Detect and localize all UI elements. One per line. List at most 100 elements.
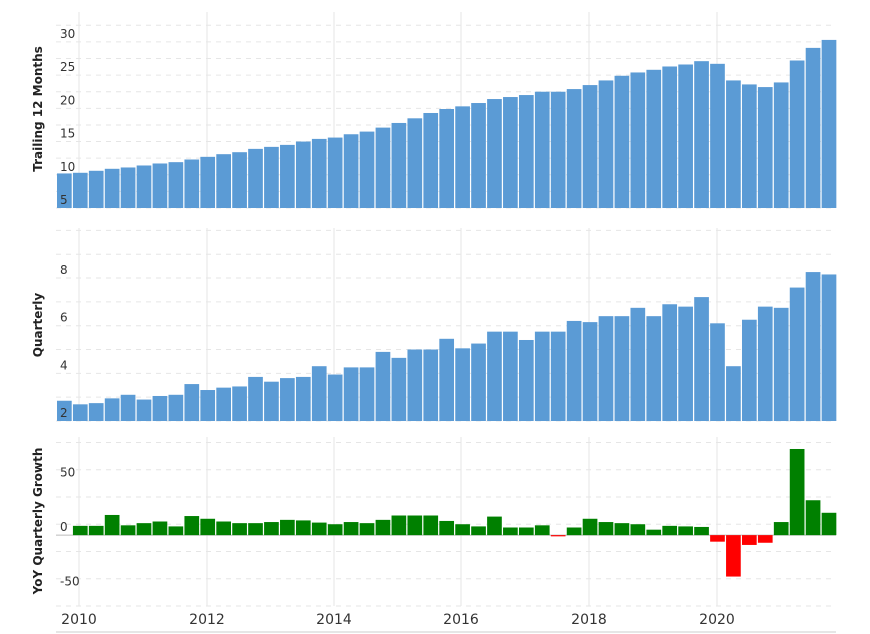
bar-2013-Q3 (280, 378, 295, 421)
bar-2015-Q4 (423, 349, 439, 421)
bar-2019-Q4 (678, 64, 693, 209)
bar-2010-Q1 (57, 173, 72, 208)
bar-2017-Q4 (550, 91, 566, 208)
bar-2012-Q4 (232, 523, 247, 536)
bar-2016-Q1 (439, 338, 455, 421)
bar-2021-Q3 (789, 448, 805, 536)
bar-2012-Q4 (232, 386, 247, 421)
bar-2018-Q1 (566, 89, 582, 208)
bar-2021-Q4 (805, 272, 821, 421)
y-tick-label: 4 (60, 358, 68, 372)
bar-2019-Q1 (630, 307, 646, 421)
bar-2010-Q3 (88, 403, 104, 421)
y-tick-label: 20 (60, 93, 75, 107)
bar-2021-Q1 (757, 306, 773, 421)
bar-2018-Q3 (598, 80, 614, 208)
x-tick-label: 2016 (443, 612, 479, 628)
bar-2015-Q3 (407, 515, 423, 536)
bar-2017-Q4 (550, 535, 566, 537)
bar-2019-Q4 (678, 306, 693, 421)
bar-2013-Q4 (295, 520, 311, 536)
bar-2021-Q3 (789, 60, 805, 208)
bar-2020-Q1 (694, 526, 709, 536)
bar-2018-Q3 (598, 316, 614, 421)
bar-2018-Q4 (614, 316, 630, 421)
y-axis-label-yoy-quarterly-growth: YoY Quarterly Growth (31, 448, 45, 596)
bar-2020-Q1 (694, 297, 709, 421)
bar-2017-Q3 (534, 331, 550, 421)
bar-2021-Q2 (773, 522, 789, 536)
bar-2015-Q3 (407, 118, 423, 208)
x-tick-label: 2012 (189, 612, 225, 628)
bar-2019-Q1 (630, 72, 646, 209)
bar-2011-Q3 (152, 395, 168, 421)
bar-2012-Q1 (184, 516, 200, 536)
bar-2022-Q1 (821, 274, 837, 421)
bar-2013-Q2 (264, 146, 279, 208)
bar-2014-Q1 (311, 138, 327, 208)
bar-2021-Q2 (773, 307, 789, 421)
panel-quarterly: 2 4 6 8 Quarterly (31, 228, 837, 422)
bar-2018-Q1 (566, 527, 582, 536)
bar-2021-Q2 (773, 82, 789, 208)
bar-2018-Q2 (582, 518, 598, 536)
bar-2021-Q4 (805, 500, 821, 536)
bar-2021-Q3 (789, 287, 805, 421)
bar-2012-Q3 (216, 387, 231, 421)
bar-2022-Q1 (821, 39, 837, 208)
bar-2021-Q1 (757, 87, 773, 208)
bar-2017-Q2 (518, 527, 534, 536)
bar-2020-Q3 (726, 80, 741, 208)
bar-2016-Q2 (455, 106, 470, 208)
x-tick-label: 2010 (61, 612, 97, 628)
x-axis: 2010 2012 2014 2016 2018 2020 (56, 612, 836, 633)
bar-2016-Q2 (455, 524, 470, 536)
bar-2021-Q1 (757, 535, 773, 543)
bar-2015-Q4 (423, 112, 439, 208)
bar-2012-Q4 (232, 152, 247, 208)
bar-2020-Q2 (710, 535, 725, 542)
y-tick-label: 25 (60, 60, 75, 74)
bar-2011-Q3 (152, 163, 168, 208)
bar-2014-Q1 (311, 522, 327, 536)
bar-2017-Q2 (518, 95, 534, 208)
bar-2016-Q3 (471, 526, 486, 536)
bar-2011-Q4 (168, 394, 184, 421)
y-tick-label: 0 (60, 520, 68, 534)
bar-2014-Q4 (359, 131, 375, 208)
bar-2015-Q2 (391, 357, 407, 421)
bar-2013-Q1 (248, 148, 263, 208)
bar-2016-Q4 (487, 516, 502, 536)
bar-2019-Q1 (630, 524, 646, 536)
bar-2014-Q3 (343, 367, 359, 421)
bar-2015-Q3 (407, 349, 423, 421)
y-axis-label-trailing-12-months: Trailing 12 Months (31, 46, 45, 172)
bar-2018-Q4 (614, 523, 630, 536)
bar-2019-Q4 (678, 526, 693, 536)
y-tick-label: 15 (60, 127, 75, 141)
bar-2017-Q1 (503, 97, 518, 208)
bar-2018-Q4 (614, 75, 630, 208)
bar-2011-Q2 (136, 399, 152, 421)
bar-2011-Q1 (120, 167, 136, 208)
bar-2016-Q4 (487, 99, 502, 208)
y-tick-label: 5 (60, 193, 68, 207)
bar-2016-Q4 (487, 331, 502, 421)
bar-2014-Q3 (343, 522, 359, 536)
bar-2019-Q3 (662, 525, 678, 536)
bar-2014-Q4 (359, 367, 375, 421)
bar-2013-Q2 (264, 381, 279, 421)
x-tick-label: 2018 (571, 612, 607, 628)
bar-2012-Q2 (200, 518, 216, 536)
bar-2011-Q4 (168, 526, 184, 536)
bar-2011-Q2 (136, 523, 152, 536)
bar-2012-Q3 (216, 154, 231, 208)
bar-2015-Q4 (423, 515, 439, 536)
bar-2012-Q2 (200, 390, 216, 421)
bar-2020-Q2 (710, 323, 725, 421)
bar-2020-Q4 (741, 319, 757, 421)
bar-2011-Q2 (136, 165, 152, 208)
x-tick-label: 2020 (699, 612, 735, 628)
bar-2017-Q4 (550, 331, 566, 421)
